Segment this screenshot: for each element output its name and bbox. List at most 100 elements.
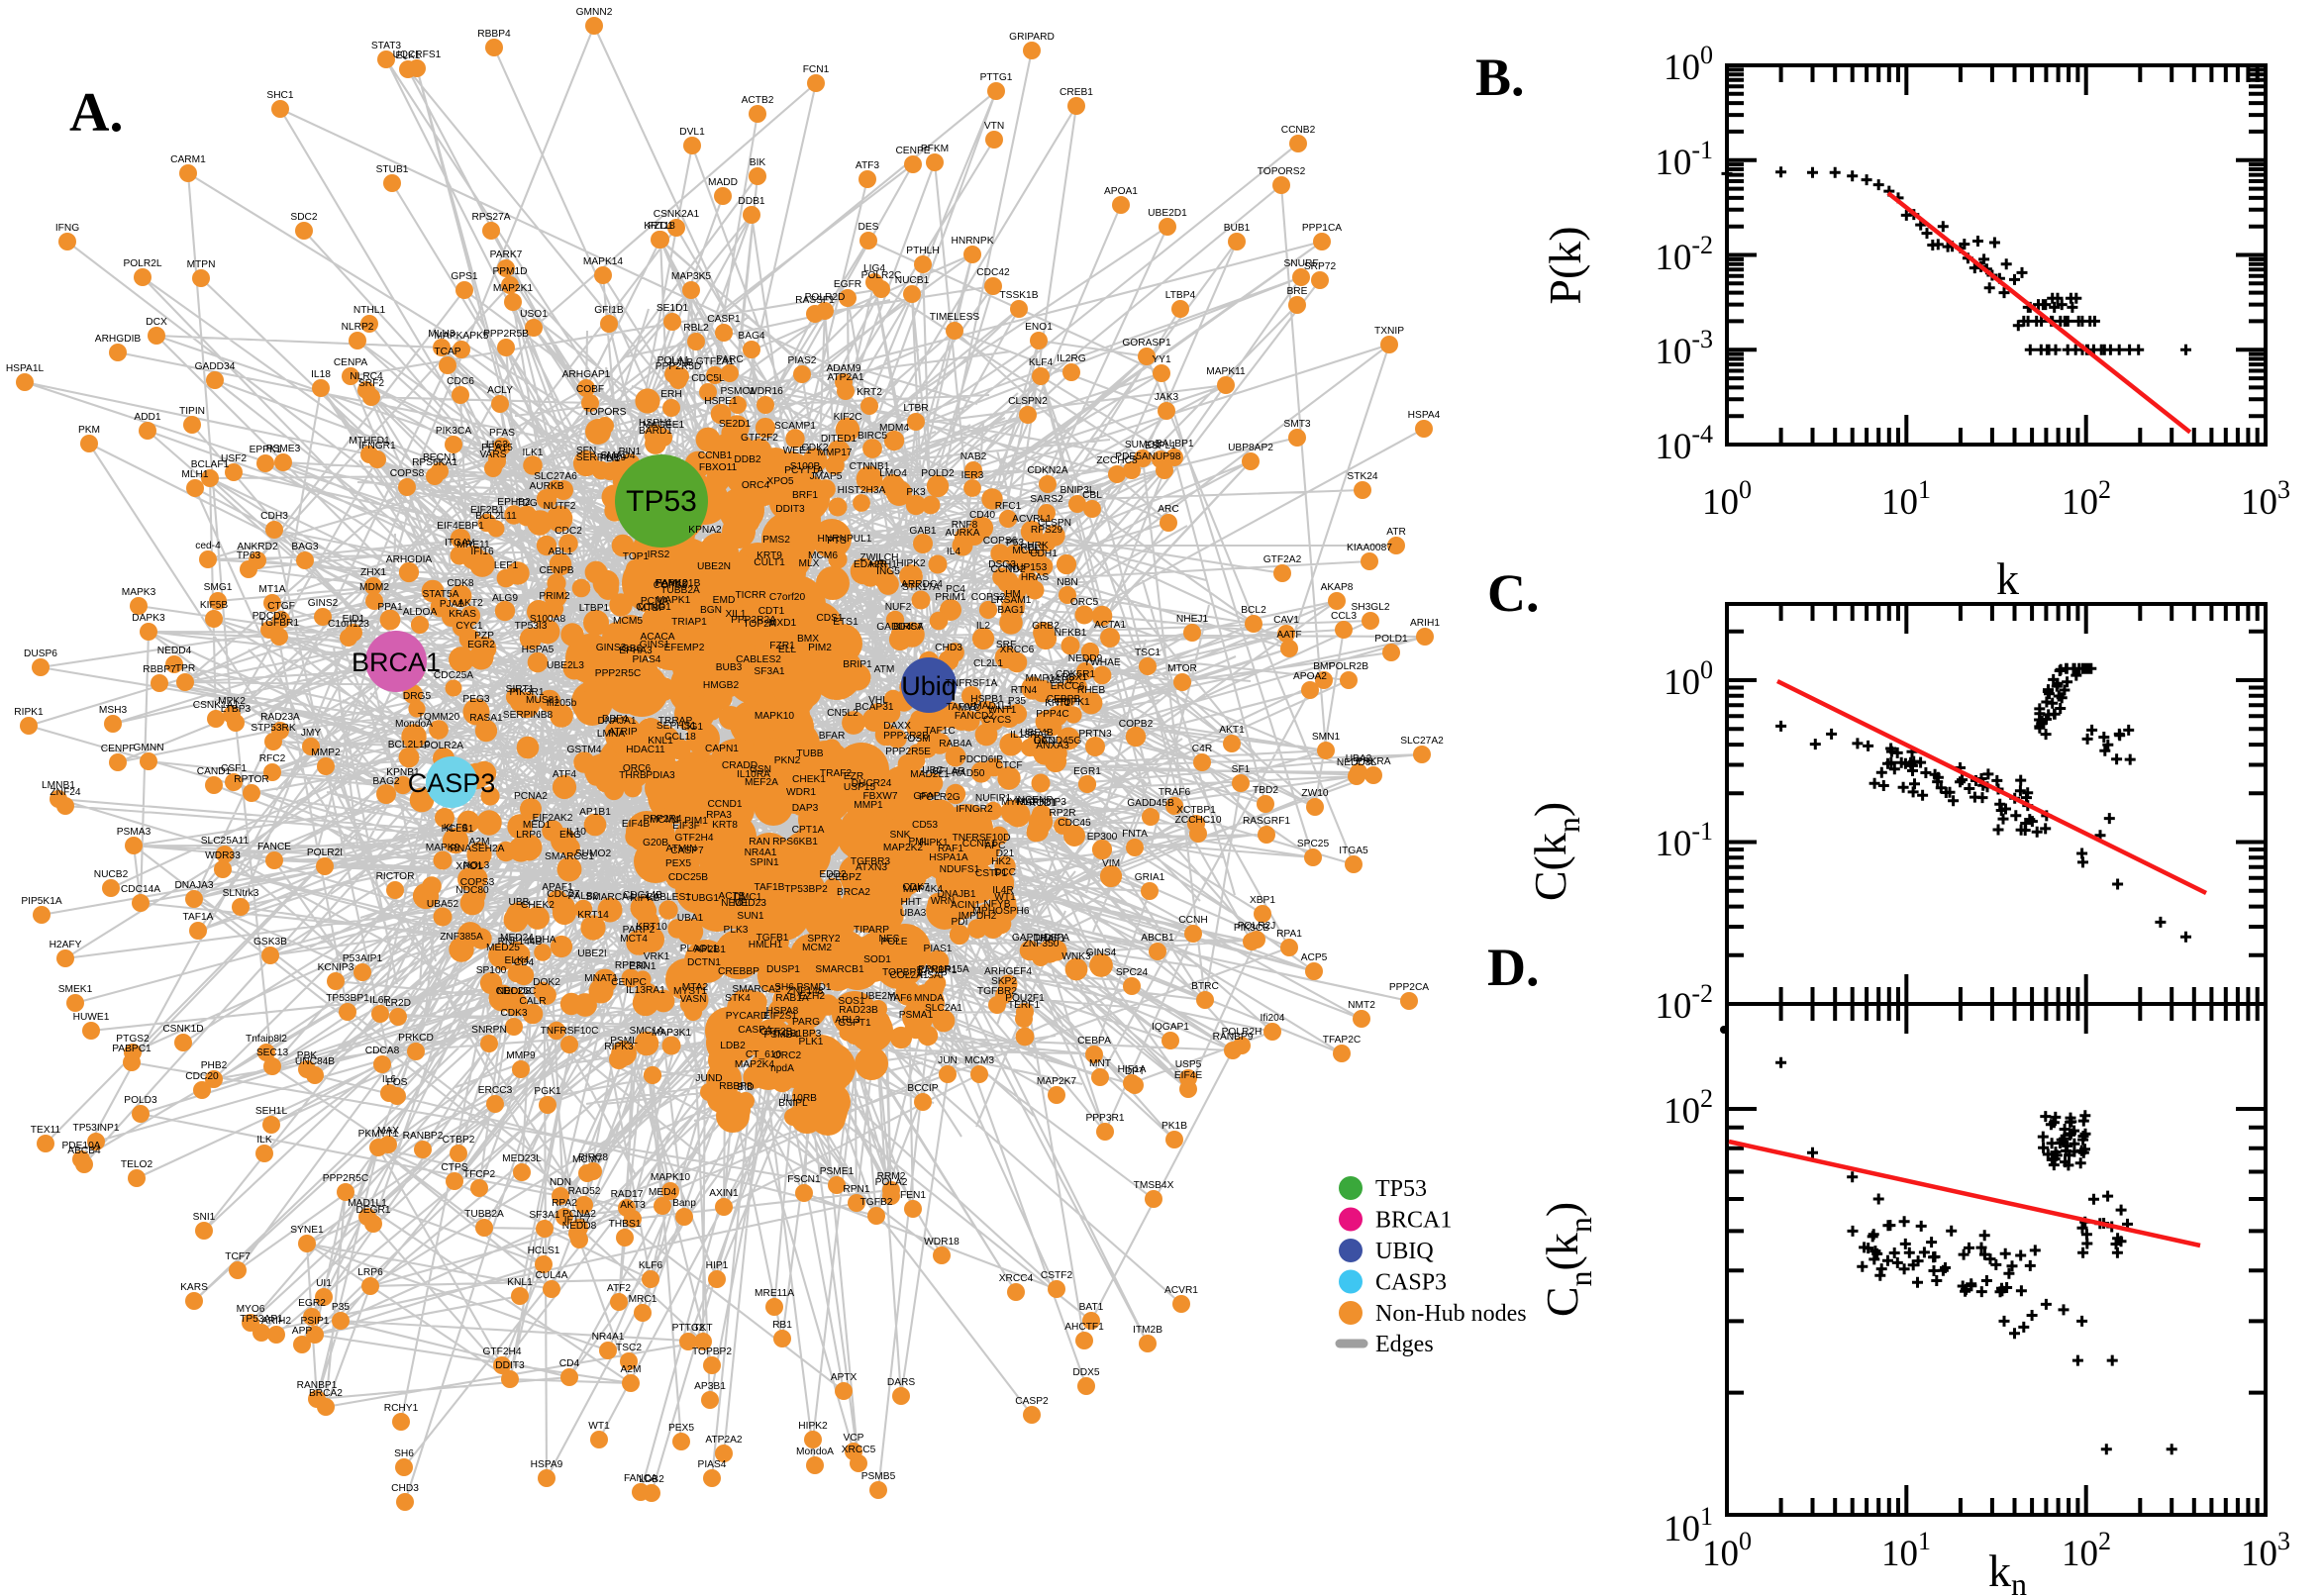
svg-text:GFAP: GFAP bbox=[913, 791, 940, 802]
svg-text:SOD1: SOD1 bbox=[863, 954, 891, 965]
svg-text:TEX11: TEX11 bbox=[31, 1125, 61, 1136]
svg-text:COPS2: COPS2 bbox=[971, 592, 1006, 603]
svg-text:ACP5: ACP5 bbox=[1301, 952, 1328, 963]
svg-text:WRN: WRN bbox=[931, 896, 955, 907]
svg-text:BRCA1: BRCA1 bbox=[352, 648, 441, 677]
svg-text:BAG4: BAG4 bbox=[738, 331, 765, 342]
svg-text:ERCC3: ERCC3 bbox=[478, 1085, 513, 1096]
svg-text:ZCCHC8: ZCCHC8 bbox=[1096, 455, 1138, 466]
svg-text:CDC20: CDC20 bbox=[185, 1071, 219, 1082]
svg-text:TUBG1: TUBG1 bbox=[685, 893, 719, 904]
svg-text:PML: PML bbox=[909, 837, 930, 848]
svg-text:SOS1: SOS1 bbox=[838, 996, 865, 1007]
svg-text:RBL1: RBL1 bbox=[1020, 543, 1046, 553]
svg-text:TICRR: TICRR bbox=[735, 590, 765, 601]
svg-text:IL6: IL6 bbox=[382, 1074, 396, 1085]
svg-text:HCLS1: HCLS1 bbox=[442, 824, 474, 835]
svg-text:GPS1: GPS1 bbox=[451, 271, 478, 282]
svg-text:PDPK1: PDPK1 bbox=[1057, 697, 1090, 708]
svg-text:CENPE: CENPE bbox=[895, 146, 930, 156]
svg-text:FANCE: FANCE bbox=[257, 842, 291, 852]
svg-text:CTCF: CTCF bbox=[995, 760, 1022, 771]
svg-text:DNAJA1: DNAJA1 bbox=[597, 716, 636, 727]
svg-text:JMY: JMY bbox=[301, 728, 322, 739]
svg-text:PPP2R5E: PPP2R5E bbox=[885, 747, 931, 757]
svg-text:FSCN1: FSCN1 bbox=[787, 1174, 821, 1185]
svg-text:NFKB1: NFKB1 bbox=[1055, 628, 1087, 639]
svg-text:MTBP: MTBP bbox=[638, 603, 666, 614]
svg-text:RBX1: RBX1 bbox=[1061, 672, 1088, 683]
svg-text:PPP4C: PPP4C bbox=[1036, 709, 1068, 720]
svg-text:CDS1: CDS1 bbox=[816, 613, 844, 624]
svg-text:POLR2A: POLR2A bbox=[424, 741, 463, 751]
svg-text:GSPT1: GSPT1 bbox=[838, 1018, 871, 1029]
svg-text:TRAF1: TRAF1 bbox=[1034, 934, 1066, 945]
svg-text:YY1: YY1 bbox=[1152, 354, 1171, 365]
svg-text:RPN1: RPN1 bbox=[843, 1184, 870, 1195]
svg-text:SFN: SFN bbox=[576, 446, 596, 456]
svg-text:EZR: EZR bbox=[844, 771, 863, 782]
svg-text:PPP2CA: PPP2CA bbox=[1389, 982, 1429, 993]
svg-text:RBBP7: RBBP7 bbox=[143, 664, 176, 675]
svg-text:TAF9B: TAF9B bbox=[947, 702, 977, 713]
svg-text:BNIPL: BNIPL bbox=[778, 1098, 808, 1109]
svg-text:CTBP2: CTBP2 bbox=[443, 1135, 475, 1146]
svg-text:IQGAP1: IQGAP1 bbox=[1152, 1022, 1189, 1033]
svg-text:ALG9: ALG9 bbox=[492, 593, 518, 604]
svg-text:WT1: WT1 bbox=[994, 892, 1016, 903]
svg-text:CASP3: CASP3 bbox=[1375, 1270, 1447, 1296]
svg-text:HSPA8: HSPA8 bbox=[766, 1006, 799, 1017]
svg-text:NLRP2: NLRP2 bbox=[342, 322, 374, 333]
svg-text:VTN: VTN bbox=[984, 121, 1004, 132]
svg-text:TGFBR1: TGFBR1 bbox=[259, 618, 300, 629]
svg-text:RPA3: RPA3 bbox=[706, 810, 732, 821]
svg-text:ACTA1: ACTA1 bbox=[1094, 620, 1126, 631]
svg-text:MDM4: MDM4 bbox=[879, 423, 909, 434]
svg-text:CPT1A: CPT1A bbox=[792, 825, 825, 836]
svg-text:NES: NES bbox=[879, 934, 900, 945]
svg-text:SRP72: SRP72 bbox=[1304, 261, 1337, 272]
svg-text:UQCRFS1: UQCRFS1 bbox=[393, 50, 442, 60]
svg-text:MCM7: MCM7 bbox=[572, 1154, 602, 1165]
svg-text:BCAP31: BCAP31 bbox=[855, 702, 893, 713]
svg-text:SYNE1: SYNE1 bbox=[290, 1225, 324, 1236]
svg-text:APP: APP bbox=[292, 1326, 313, 1337]
svg-text:MCM4: MCM4 bbox=[650, 815, 679, 826]
svg-text:POLR2B: POLR2B bbox=[1329, 661, 1368, 672]
svg-text:UBE2L3: UBE2L3 bbox=[547, 660, 584, 671]
svg-text:TP53INP1: TP53INP1 bbox=[73, 1123, 120, 1134]
svg-text:PTTG1: PTTG1 bbox=[980, 72, 1013, 83]
svg-text:THBS1: THBS1 bbox=[609, 1219, 642, 1230]
svg-text:S100A8: S100A8 bbox=[530, 614, 566, 625]
svg-text:BCL2: BCL2 bbox=[1241, 605, 1266, 616]
svg-text:IL10RB: IL10RB bbox=[783, 1093, 817, 1104]
svg-text:Edges: Edges bbox=[1375, 1332, 1434, 1357]
svg-text:RBBP8: RBBP8 bbox=[719, 1081, 753, 1092]
svg-text:TP53: TP53 bbox=[1375, 1176, 1427, 1202]
svg-text:KRT2: KRT2 bbox=[857, 387, 882, 398]
svg-text:MTPN: MTPN bbox=[187, 259, 216, 270]
svg-text:FANCA: FANCA bbox=[624, 1473, 657, 1484]
svg-text:ced-4: ced-4 bbox=[195, 541, 221, 551]
svg-text:PIP5K1A: PIP5K1A bbox=[21, 896, 62, 907]
svg-text:RAF1: RAF1 bbox=[938, 844, 963, 854]
svg-text:NUTF2: NUTF2 bbox=[544, 501, 576, 512]
svg-text:RAD23A: RAD23A bbox=[260, 712, 300, 723]
svg-text:POU2F1: POU2F1 bbox=[1005, 993, 1045, 1004]
svg-text:RICTOR: RICTOR bbox=[376, 871, 415, 882]
svg-text:HSPA9: HSPA9 bbox=[531, 1459, 563, 1470]
svg-text:NUCB1: NUCB1 bbox=[895, 275, 930, 286]
svg-text:CDC2: CDC2 bbox=[555, 526, 582, 537]
svg-text:RB1: RB1 bbox=[772, 1320, 792, 1331]
svg-text:AKAP8: AKAP8 bbox=[1321, 582, 1354, 593]
svg-text:AURKA: AURKA bbox=[945, 528, 979, 539]
svg-text:GAPDH: GAPDH bbox=[1012, 933, 1048, 944]
svg-text:KRAS: KRAS bbox=[449, 609, 476, 620]
svg-text:SF3A1: SF3A1 bbox=[529, 1210, 559, 1221]
svg-text:SERPINB8: SERPINB8 bbox=[503, 710, 554, 721]
svg-text:CCNB2: CCNB2 bbox=[1281, 125, 1316, 136]
svg-text:CEBPA: CEBPA bbox=[1077, 1036, 1111, 1047]
svg-text:ZNF350: ZNF350 bbox=[1023, 939, 1060, 949]
svg-text:MAPK9: MAPK9 bbox=[426, 843, 460, 853]
svg-text:VARS: VARS bbox=[480, 449, 507, 460]
